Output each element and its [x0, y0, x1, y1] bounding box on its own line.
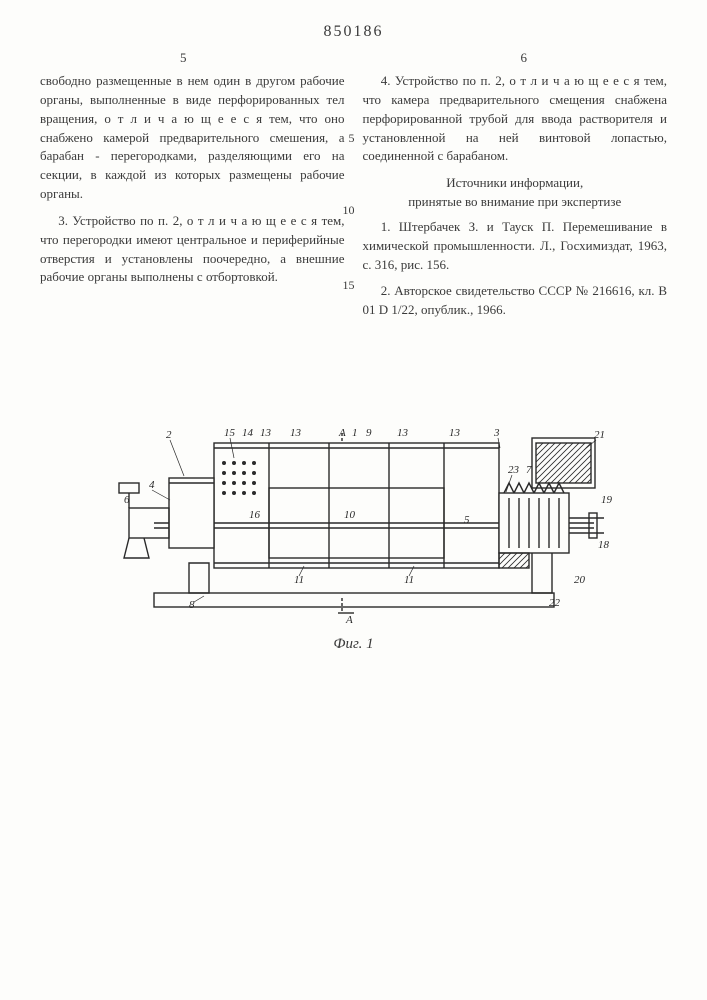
- svg-text:20: 20: [574, 574, 586, 586]
- column-numbers: 5 6: [40, 49, 667, 68]
- svg-text:19: 19: [601, 494, 613, 506]
- svg-text:13: 13: [290, 427, 302, 439]
- svg-text:16: 16: [249, 509, 261, 521]
- svg-text:1: 1: [352, 427, 358, 439]
- svg-text:10: 10: [344, 509, 356, 521]
- right-col-num: 6: [521, 49, 528, 68]
- svg-text:A: A: [345, 614, 353, 626]
- left-col-num: 5: [180, 49, 187, 68]
- svg-text:14: 14: [242, 427, 254, 439]
- svg-text:18: 18: [598, 539, 610, 551]
- svg-text:13: 13: [397, 427, 409, 439]
- sources-heading: Источники информации,: [363, 174, 668, 193]
- figure-label: Фиг. 1: [40, 634, 667, 656]
- figure-1: 2 15 14 13 13 A 1 9 13 13 3 21 6 4 16 10…: [40, 388, 667, 628]
- svg-text:21: 21: [594, 429, 605, 441]
- svg-text:23: 23: [508, 464, 520, 476]
- svg-text:22: 22: [549, 597, 561, 609]
- right-column: 4. Устройство по п. 2, о т л и ч а ю щ е…: [363, 72, 668, 328]
- left-column: 5 10 15 свободно размещенные в нем один …: [40, 72, 345, 328]
- claim-4: 4. Устройство по п. 2, о т л и ч а ю щ е…: [363, 72, 668, 166]
- text-columns: 5 10 15 свободно размещенные в нем один …: [40, 72, 667, 328]
- reference-1: 1. Штербачек З. и Тауск П. Перемешивание…: [363, 218, 668, 275]
- line-mark-10: 10: [343, 202, 355, 219]
- figure-svg: 2 15 14 13 13 A 1 9 13 13 3 21 6 4 16 10…: [94, 388, 614, 628]
- svg-text:4: 4: [149, 479, 155, 491]
- svg-text:13: 13: [449, 427, 461, 439]
- svg-text:6: 6: [124, 494, 130, 506]
- sources-sub: принятые во внимание при экспертизе: [363, 193, 668, 212]
- svg-text:3: 3: [493, 427, 500, 439]
- svg-text:15: 15: [224, 427, 236, 439]
- svg-text:8: 8: [189, 599, 195, 611]
- svg-text:5: 5: [464, 514, 470, 526]
- claim-3: 3. Устройство по п. 2, о т л и ч а ю щ е…: [40, 212, 345, 287]
- svg-text:9: 9: [366, 427, 372, 439]
- patent-number: 850186: [40, 20, 667, 43]
- claim-2-cont: свободно размещенные в нем один в другом…: [40, 72, 345, 204]
- svg-text:2: 2: [166, 429, 172, 441]
- line-mark-15: 15: [343, 277, 355, 294]
- reference-2: 2. Авторское свидетельство СССР № 216616…: [363, 282, 668, 320]
- svg-text:7: 7: [526, 464, 532, 476]
- svg-text:13: 13: [260, 427, 272, 439]
- line-mark-5: 5: [349, 130, 355, 147]
- svg-text:A: A: [338, 427, 346, 439]
